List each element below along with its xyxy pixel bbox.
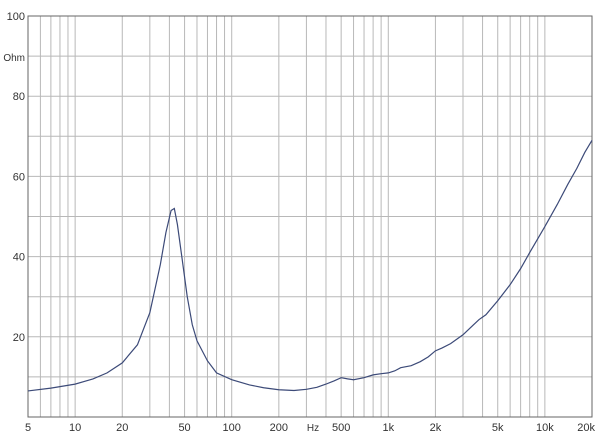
x-unit-label: Hz: [307, 423, 319, 434]
y-unit-label: Ohm: [3, 53, 25, 64]
x-tick-label: 50: [178, 422, 190, 434]
x-tick-labels: 5 10 20 50 100 200 500 1k 2k 5k 10k 20k: [25, 422, 596, 434]
x-tick-label: 20k: [577, 422, 595, 434]
x-tick-label: 100: [223, 422, 241, 434]
plot-frame: [27, 15, 593, 418]
x-tick-label: 500: [332, 422, 350, 434]
y-tick-label: 60: [13, 171, 25, 183]
y-tick-label: 80: [13, 91, 25, 103]
x-tick-label: 20: [116, 422, 128, 434]
x-tick-label: 5: [25, 422, 31, 434]
y-tick-label: 20: [13, 332, 25, 344]
grid-lines: [28, 16, 592, 417]
y-tick-label: 100: [7, 11, 25, 23]
x-tick-label: 200: [270, 422, 288, 434]
x-tick-label: 10k: [536, 422, 554, 434]
impedance-curve: [27, 140, 593, 392]
y-tick-labels: 20 40 60 80 100: [7, 11, 25, 344]
y-tick-label: 40: [13, 252, 25, 264]
x-tick-label: 5k: [492, 422, 504, 434]
x-tick-label: 2k: [430, 422, 442, 434]
x-tick-label: 1k: [382, 422, 394, 434]
x-tick-label: 10: [69, 422, 81, 434]
